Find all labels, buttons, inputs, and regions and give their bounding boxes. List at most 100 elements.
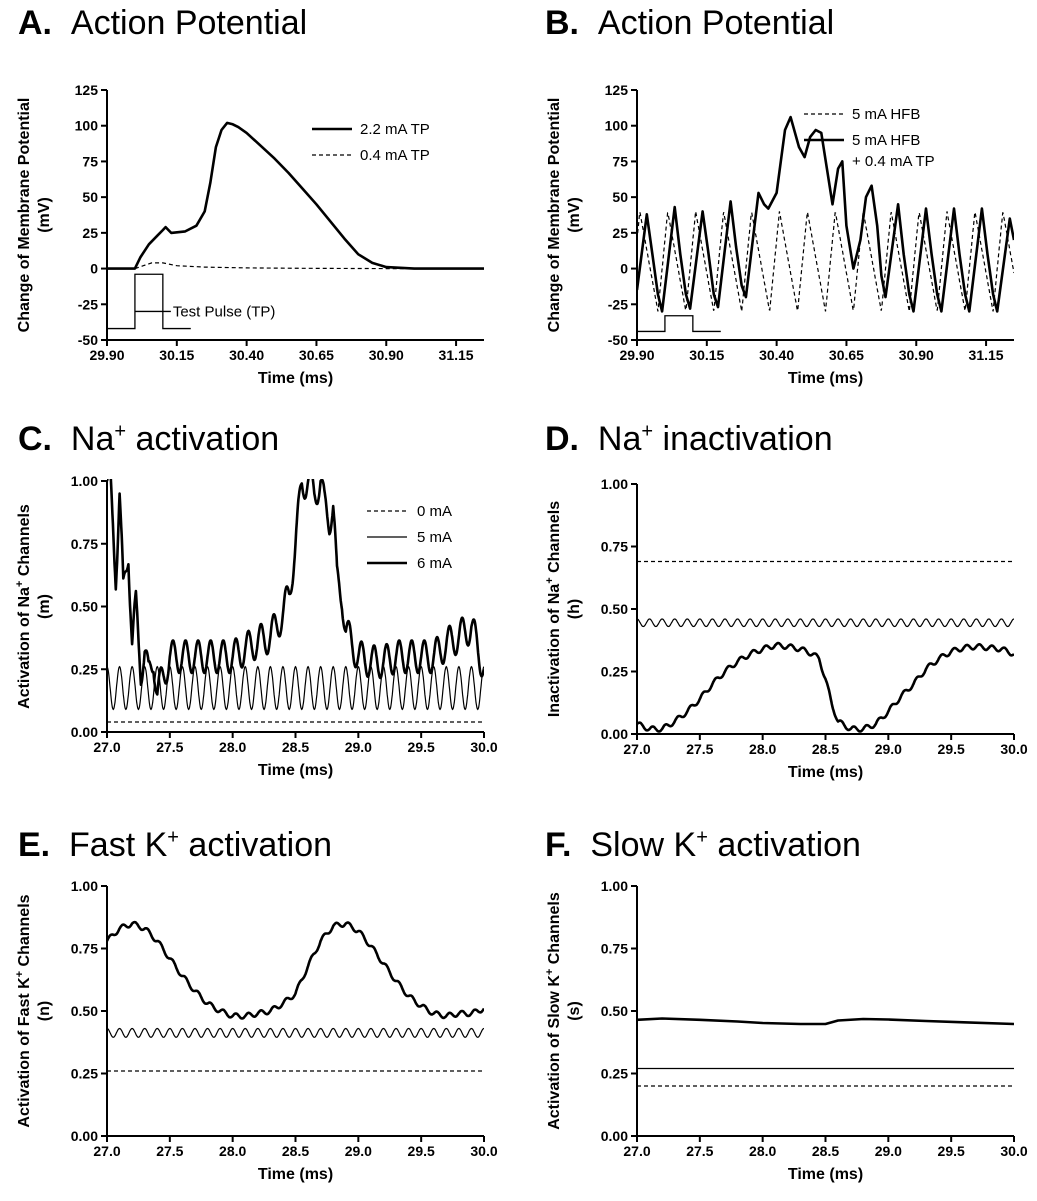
panel-e-letter: E. <box>18 826 51 864</box>
panel-b-y-tick-label: 50 <box>612 189 628 205</box>
panel-e-title: E. Fast K+ activation <box>18 826 332 865</box>
panel-b-x-tick-label: 30.90 <box>899 347 934 363</box>
panel-e-x-tick-label: 27.0 <box>93 1143 120 1159</box>
panel-b-legend-label: 5 mA HFB <box>852 106 920 123</box>
panel-d-x-tick-label: 27.0 <box>623 741 650 757</box>
panel-c-x-tick-label: 27.0 <box>93 739 120 755</box>
panel-d-x-tick-label: 30.0 <box>1000 741 1027 757</box>
panel-f-x-label: Time (ms) <box>788 1166 863 1183</box>
panel-b-x-tick-label: 30.40 <box>759 347 794 363</box>
panel-d-plot: 0.00 0.25 0.50 0.75 1.00 27.0 27.5 28.0 28.5 29.0… <box>544 476 1028 781</box>
panel-b-title: B. Action Potential <box>545 4 834 43</box>
panel-f-y-tick-label: 0.50 <box>601 1003 628 1019</box>
panel-c-y-label: Activation of Na+ Channels <box>14 504 33 709</box>
panel-f-y-label-unit: (s) <box>566 1001 583 1021</box>
panel-a-y-tick-label: 125 <box>75 82 99 98</box>
panel-d-letter: D. <box>545 420 579 458</box>
panel-d-y-tick-label: 0.50 <box>601 601 628 617</box>
panel-a-letter: A. <box>18 4 52 42</box>
panel-d-y-tick-label: 0.00 <box>601 726 628 742</box>
panel-c-y-tick-label: 0.50 <box>71 599 98 615</box>
panel-c-y-label-unit: (m) <box>36 594 53 619</box>
panel-d-y-label-unit: (h) <box>566 599 583 619</box>
panel-d-x-label: Time (ms) <box>788 764 863 781</box>
panel-a-title-text: Action Potential <box>70 4 308 42</box>
panel-b-x-tick-label: 30.65 <box>829 347 864 363</box>
panel-b-y-tick-label: -50 <box>608 332 628 348</box>
panel-e-title-sup: + <box>167 826 179 849</box>
panel-c-y-tick-label: 0.00 <box>71 724 98 740</box>
panel-c-x-label: Time (ms) <box>258 762 333 779</box>
panel-c-x-tick-label: 28.5 <box>282 739 309 755</box>
panel-e-x-tick-label: 30.0 <box>470 1143 497 1159</box>
panel-d-series-1-line <box>637 618 1014 628</box>
panel-a-title: A. Action Potential <box>18 4 307 43</box>
panel-f-plot: 0.00 0.25 0.50 0.75 1.00 27.0 27.5 28.0 28.5 29.0… <box>544 878 1028 1183</box>
panel-e-x-label: Time (ms) <box>258 1166 333 1183</box>
panel-d-y-tick-label: 0.75 <box>601 539 628 555</box>
panel-b-x-tick-label: 31.15 <box>969 347 1004 363</box>
panel-b-y-tick-label: 0 <box>620 261 628 277</box>
panel-a-series-0-line <box>107 121 484 270</box>
panel-f-x-tick-label: 30.0 <box>1000 1143 1027 1159</box>
panel-a-y-tick-label: 50 <box>82 189 98 205</box>
panel-f-y-tick-label: 1.00 <box>601 878 628 894</box>
panel-f-y-tick-label: 0.25 <box>601 1066 628 1082</box>
panel-d-title-main: Na <box>597 420 642 458</box>
panel-d-title-sup: + <box>641 420 654 443</box>
panel-d-y-label: Inactivation of Na+ Channels <box>544 501 563 717</box>
panel-c-legend-label: 0 mA <box>417 503 452 520</box>
panel-a-y-tick-label: 100 <box>75 118 99 134</box>
panel-b-series-group <box>637 115 1014 313</box>
panel-c-y-tick-label: 1.00 <box>71 473 98 489</box>
panel-b-x-label: Time (ms) <box>788 370 863 387</box>
panel-f-x-tick-label: 28.5 <box>812 1143 839 1159</box>
panel-c-title-main: Na <box>70 420 115 458</box>
panel-f-x-tick-label: 27.0 <box>623 1143 650 1159</box>
panel-e-series-1-line <box>107 1027 484 1038</box>
panel-c-title-rest: activation <box>126 420 280 458</box>
panel-b-y-tick-label: 75 <box>612 153 628 169</box>
panel-e-x-tick-label: 27.5 <box>156 1143 183 1159</box>
panel-a-pulse-annotation: Test Pulse (TP) <box>173 303 276 320</box>
panel-e-x-tick-label: 29.5 <box>408 1143 435 1159</box>
panel-c-x-tick-label: 27.5 <box>156 739 183 755</box>
panel-a-x-tick-label: 29.90 <box>89 347 124 363</box>
panel-a-x-label: Time (ms) <box>258 370 333 387</box>
panel-f-x-tick-label: 29.0 <box>875 1143 902 1159</box>
panel-d-x-tick-label: 28.5 <box>812 741 839 757</box>
panel-d-title: D. Na+ inactivation <box>545 420 833 459</box>
panel-b-y-tick-label: 100 <box>605 118 629 134</box>
panel-a-x-tick-label: 30.40 <box>229 347 264 363</box>
panel-b-series-1-line <box>637 115 1014 313</box>
panel-e-series-group <box>107 920 484 1072</box>
panel-e-x-tick-label: 28.0 <box>219 1143 246 1159</box>
panel-b-title-text: Action Potential <box>597 4 835 42</box>
panel-a-y-tick-label: -25 <box>78 296 98 312</box>
panel-d-x-tick-label: 28.0 <box>749 741 776 757</box>
panel-e-plot: 0.00 0.25 0.50 0.75 1.00 27.0 27.5 28.0 28.5 29.0… <box>14 878 498 1183</box>
panel-d-x-tick-label: 29.0 <box>875 741 902 757</box>
panel-c-x-tick-label: 30.0 <box>470 739 497 755</box>
panel-a-series-group <box>107 121 484 270</box>
panel-b-letter: B. <box>545 4 579 42</box>
panel-b-y-tick-label: -25 <box>608 296 628 312</box>
panel-c-x-tick-label: 29.5 <box>408 739 435 755</box>
panel-f-title-sup: + <box>696 826 708 849</box>
panel-c-series-2-line <box>107 479 484 696</box>
panel-a-x-tick-label: 30.15 <box>159 347 194 363</box>
panel-a-x-tick-label: 31.15 <box>439 347 474 363</box>
panel-d-y-tick-label: 0.25 <box>601 664 628 680</box>
panel-c-series-group <box>107 479 484 723</box>
panel-f-x-tick-label: 27.5 <box>686 1143 713 1159</box>
panel-f-series-2-line <box>637 1017 1014 1026</box>
panel-a-legend-label: 2.2 mA TP <box>360 121 430 138</box>
panel-b-plot: -50 -25 0 25 50 75 100 125 29.90 30.15 30.40 30.65 3… <box>546 82 1014 387</box>
panel-d-series-2-line <box>637 641 1014 733</box>
panel-c-title: C. Na+ activation <box>18 420 279 459</box>
panel-b-x-tick-label: 30.15 <box>689 347 724 363</box>
panel-c-y-tick-label: 0.75 <box>71 536 98 552</box>
panel-f-title: F. Slow K+ activation <box>545 826 861 865</box>
panel-b-legend-label: 5 mA HFB <box>852 132 920 149</box>
